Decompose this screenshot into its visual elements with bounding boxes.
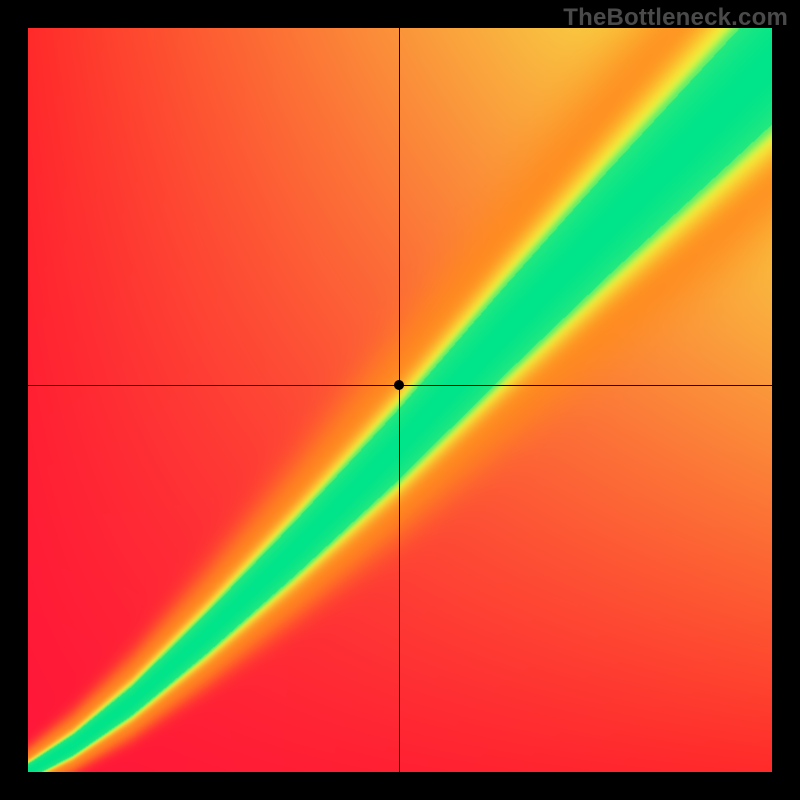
center-marker bbox=[394, 380, 404, 390]
watermark-text: TheBottleneck.com bbox=[563, 4, 788, 32]
chart-frame: TheBottleneck.com bbox=[0, 0, 800, 800]
crosshair-vertical bbox=[399, 28, 400, 772]
heatmap-plot bbox=[28, 28, 772, 772]
heatmap-canvas bbox=[28, 28, 772, 772]
